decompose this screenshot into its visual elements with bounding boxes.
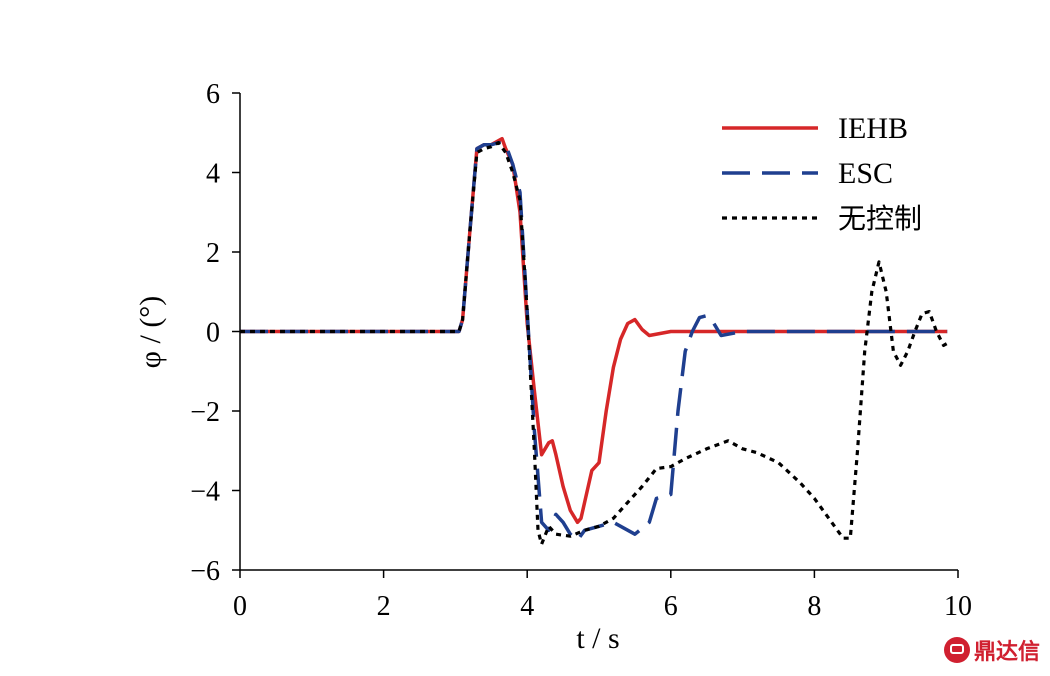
legend-label-2: ESC: [838, 157, 893, 190]
x-tick-label: 2: [377, 591, 391, 622]
axes: [232, 92, 959, 578]
legend-label-3: 无控制: [838, 202, 922, 235]
y-tick-label: −6: [190, 556, 220, 587]
y-tick-label: 2: [206, 238, 220, 269]
y-tick-label: 0: [206, 318, 220, 349]
x-tick-label: 8: [807, 591, 821, 622]
y-tick-label: 6: [206, 79, 220, 110]
y-axis-title: φ / (°): [134, 296, 167, 369]
y-tick-label: −2: [190, 397, 220, 428]
legend-label-1: IEHB: [838, 112, 908, 145]
series-line-2: [240, 140, 948, 542]
plot-lines: [240, 136, 948, 546]
watermark-logo-icon: [943, 637, 970, 663]
x-tick-label: 10: [944, 591, 972, 622]
watermark-text: 鼎达信: [973, 640, 1040, 665]
x-tick-label: 4: [520, 591, 534, 622]
x-tick-label: 0: [233, 591, 247, 622]
legend: IEHB ESC 无控制: [722, 112, 922, 235]
tick-labels: 0 2 4 6 8 10 −6 −4 −2 0 2 4 6: [190, 79, 972, 622]
watermark: 鼎达信: [943, 634, 1040, 666]
y-tick-label: 4: [206, 159, 220, 190]
x-tick-label: 6: [664, 591, 678, 622]
x-axis-title: t / s: [576, 622, 619, 655]
y-tick-label: −4: [190, 477, 220, 508]
